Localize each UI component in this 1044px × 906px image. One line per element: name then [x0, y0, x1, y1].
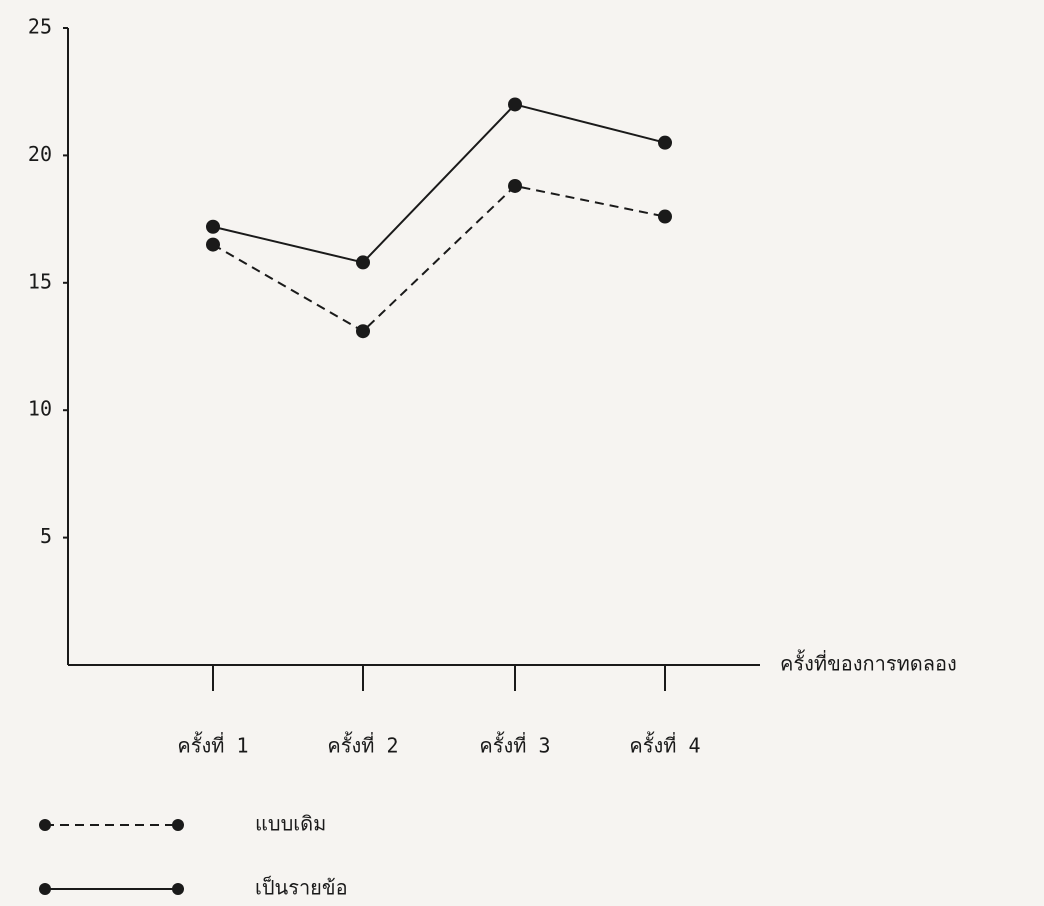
- y-tick-label: 15: [28, 269, 52, 293]
- data-point: [356, 255, 370, 270]
- legend-marker: [172, 883, 184, 895]
- data-point: [206, 237, 220, 252]
- data-point: [508, 178, 522, 193]
- legend-marker: [172, 819, 184, 831]
- legend-label: เป็นรายข้อ: [255, 875, 348, 900]
- x-axis-label: ครั้งที่ของการทดลอง: [780, 650, 957, 676]
- y-tick-label: 25: [28, 15, 52, 39]
- y-tick-label: 20: [28, 142, 52, 166]
- x-tick-label: ครั้งที่ 2: [327, 732, 398, 758]
- y-tick-label: 5: [40, 524, 52, 548]
- legend-marker: [39, 819, 51, 831]
- legend-label: แบบเดิม: [255, 812, 326, 836]
- legend-marker: [39, 883, 51, 895]
- x-tick-label: ครั้งที่ 4: [629, 732, 700, 758]
- y-tick-label: 10: [28, 397, 52, 421]
- data-point: [206, 219, 220, 234]
- data-point: [356, 324, 370, 339]
- data-point: [658, 135, 672, 150]
- x-tick-label: ครั้งที่ 1: [177, 732, 248, 758]
- data-point: [508, 97, 522, 112]
- x-tick-label: ครั้งที่ 3: [479, 732, 550, 758]
- data-point: [658, 209, 672, 224]
- series-line: [212, 184, 666, 333]
- series-line: [212, 103, 666, 264]
